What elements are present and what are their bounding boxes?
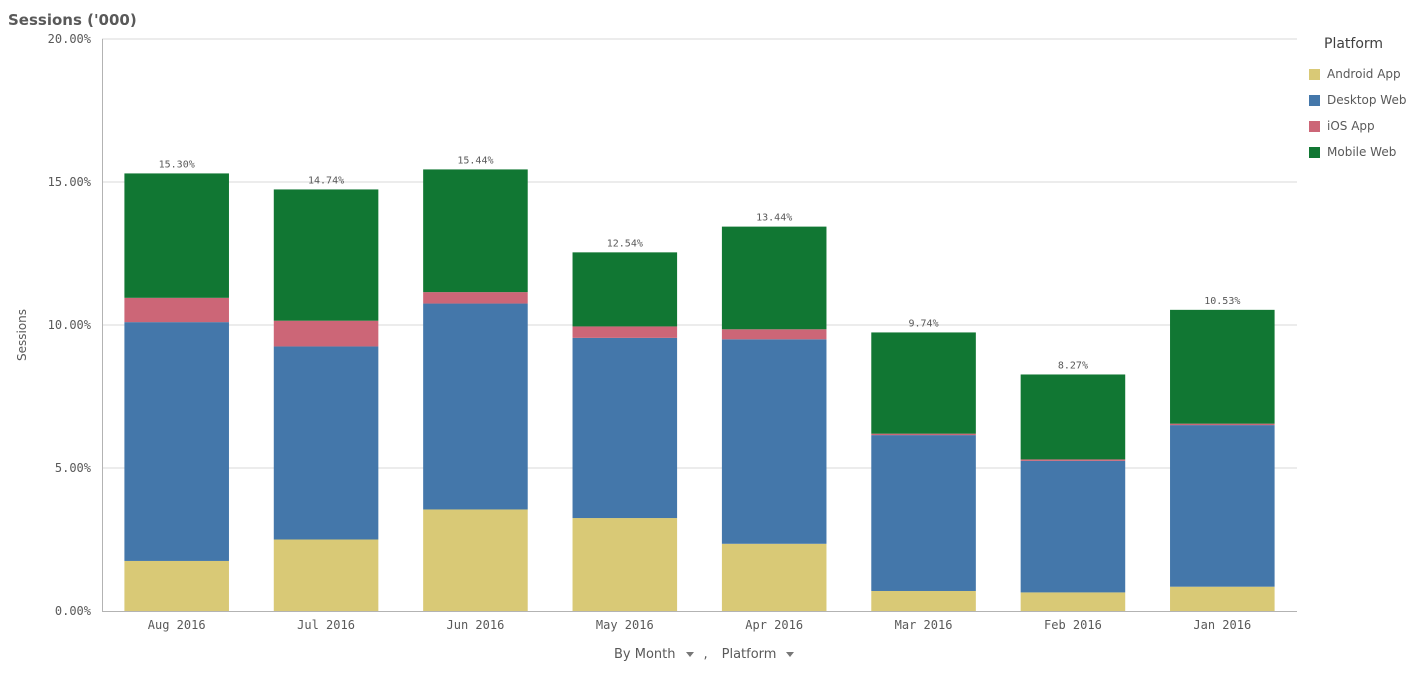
- bar-total-label: 14.74%: [308, 175, 344, 186]
- bar-total-label: 10.53%: [1204, 296, 1240, 307]
- legend-swatch: [1309, 68, 1320, 80]
- bar-total-label: 8.27%: [1058, 360, 1088, 371]
- y-tick-label: 10.00%: [48, 318, 92, 332]
- by-month-dimension[interactable]: By Month: [614, 647, 694, 662]
- by-month-label: By Month: [614, 647, 676, 662]
- bar-segment-desktop-web[interactable]: [273, 346, 379, 540]
- x-tick-label: May 2016: [596, 618, 654, 632]
- bar-segment-android-app[interactable]: [124, 560, 229, 611]
- bar-segment-desktop-web[interactable]: [572, 337, 678, 519]
- legend-label: Mobile Web: [1327, 145, 1397, 159]
- x-tick-label: Jun 2016: [447, 618, 505, 632]
- y-tick-label: 0.00%: [55, 604, 92, 618]
- bar-segment-desktop-web[interactable]: [1020, 460, 1126, 593]
- y-axis-title: Sessions: [15, 309, 29, 361]
- dimension-selector: By Month , Platform: [614, 647, 795, 662]
- bar-segment-ios-app[interactable]: [423, 292, 528, 304]
- bar-segment-mobile-web[interactable]: [1170, 309, 1275, 424]
- bar-segment-ios-app[interactable]: [1170, 423, 1275, 426]
- bar-total-label: 13.44%: [756, 213, 792, 224]
- x-tick-label: Apr 2016: [745, 618, 803, 632]
- bar-segment-mobile-web[interactable]: [721, 226, 827, 330]
- bar-segment-ios-app[interactable]: [124, 297, 229, 323]
- bar-segment-mobile-web[interactable]: [1020, 374, 1126, 460]
- platform-label: Platform: [721, 647, 777, 662]
- bar-segment-mobile-web[interactable]: [423, 169, 528, 293]
- x-tick-label: Feb 2016: [1044, 618, 1102, 632]
- bar-segment-ios-app[interactable]: [721, 329, 827, 340]
- bar-total-label: 9.74%: [909, 318, 939, 329]
- y-tick-label: 20.00%: [48, 32, 92, 46]
- bar-segment-ios-app[interactable]: [871, 433, 976, 436]
- bar-segment-ios-app[interactable]: [273, 320, 379, 347]
- bar-segment-desktop-web[interactable]: [124, 322, 229, 561]
- legend-item-android-app[interactable]: Android App: [1309, 61, 1406, 87]
- x-tick-label: Mar 2016: [895, 618, 953, 632]
- bar-segment-ios-app[interactable]: [1020, 459, 1126, 461]
- bar-segment-android-app[interactable]: [1170, 586, 1275, 611]
- dimension-separator: ,: [703, 647, 708, 662]
- legend-label: Desktop Web: [1327, 93, 1407, 107]
- y-tick-label: 5.00%: [55, 461, 92, 475]
- bar-segment-android-app[interactable]: [273, 539, 379, 612]
- bar-segment-desktop-web[interactable]: [871, 435, 976, 591]
- legend-swatch: [1309, 94, 1320, 106]
- bar-segment-mobile-web[interactable]: [273, 189, 379, 321]
- x-tick-label: Aug 2016: [148, 618, 206, 632]
- bar-segment-desktop-web[interactable]: [1170, 425, 1275, 587]
- bar-segment-android-app[interactable]: [871, 590, 976, 611]
- y-tick-label: 15.00%: [48, 175, 92, 189]
- bar-total-label: 12.54%: [607, 238, 643, 249]
- chevron-down-icon: [685, 652, 694, 657]
- bar-total-label: 15.44%: [457, 155, 493, 166]
- platform-dimension[interactable]: Platform: [722, 647, 795, 662]
- legend-title: Platform: [1324, 36, 1384, 52]
- x-tick-label: Jul 2016: [297, 618, 355, 632]
- bar-segment-mobile-web[interactable]: [572, 252, 678, 327]
- bar-segment-android-app[interactable]: [721, 543, 827, 611]
- bar-segment-mobile-web[interactable]: [871, 332, 976, 434]
- bar-segment-ios-app[interactable]: [572, 326, 678, 338]
- chevron-down-icon: [786, 652, 795, 657]
- bar-segment-android-app[interactable]: [1020, 592, 1126, 611]
- legend: Platform Android App Desktop Web iOS App Mo…: [1309, 36, 1406, 165]
- bar-segment-desktop-web[interactable]: [423, 303, 528, 510]
- x-tick-label: Jan 2016: [1193, 618, 1251, 632]
- legend-swatch: [1309, 146, 1320, 158]
- legend-item-ios-app[interactable]: iOS App: [1309, 113, 1406, 139]
- bar-segment-android-app[interactable]: [572, 518, 678, 611]
- bar-total-label: 15.30%: [159, 159, 195, 170]
- legend-label: iOS App: [1327, 119, 1375, 133]
- legend-item-desktop-web[interactable]: Desktop Web: [1309, 87, 1406, 113]
- bar-segment-desktop-web[interactable]: [721, 339, 827, 544]
- bar-segment-android-app[interactable]: [423, 509, 528, 611]
- chart-title: Sessions ('000): [8, 11, 137, 29]
- legend-label: Android App: [1327, 67, 1401, 81]
- legend-swatch: [1309, 120, 1320, 132]
- legend-item-mobile-web[interactable]: Mobile Web: [1309, 139, 1406, 165]
- bar-segment-mobile-web[interactable]: [124, 173, 229, 298]
